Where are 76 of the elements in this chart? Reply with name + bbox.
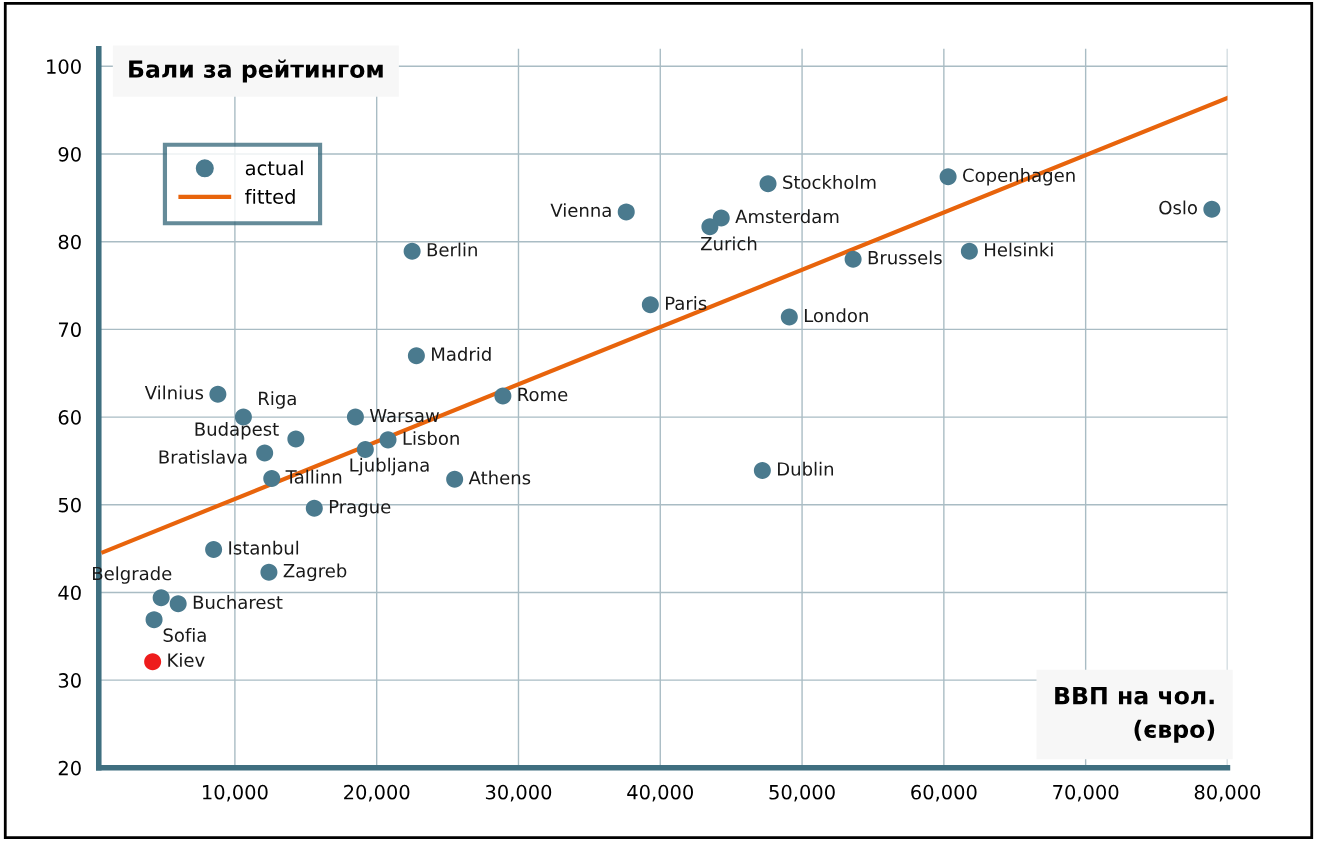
point [759,175,777,193]
annotation: Bratislava [159,449,247,464]
point [144,653,162,671]
point [641,296,659,314]
annotation: Stockholm [783,175,876,190]
point [169,595,187,613]
annotation: Vienna [550,203,611,218]
annotation: Warsaw [369,408,439,423]
x-tick-label: 30,000 [485,784,552,802]
annotation: Bucharest [193,595,283,610]
point [305,499,323,517]
annotation: Rome [518,387,568,402]
y-tick-label: 100 [47,59,81,74]
annotation: Zagreb [283,563,347,582]
point [263,469,281,487]
point [1203,200,1221,218]
annotation: Istanbul [229,540,299,555]
point [209,385,227,403]
point [446,470,464,488]
annotation: Riga [259,391,296,409]
annotation: Vilnius [144,385,204,400]
annotation: Ljubljana [350,457,429,476]
point [712,209,730,227]
annotation: Berlin [427,242,477,257]
y-tick-label: 50 [58,497,81,513]
point [939,168,957,186]
annotation: Prague [329,500,391,518]
x-tick-label: 80,000 [1194,784,1261,802]
point [205,540,223,558]
y-tick-label: 20 [58,760,81,776]
x-tick-label: 50,000 [769,784,835,802]
annotation: Athens [468,470,531,485]
annotation: Helsinki [985,242,1053,257]
point [844,250,862,268]
annotation: Sofia [163,627,206,642]
point [407,347,425,365]
annotation: Zurich [700,236,757,251]
y-axis-title: Бали за рейтингом [129,59,383,83]
point [379,431,397,449]
annotation: Amsterdam [735,209,839,224]
point [780,308,798,326]
point [145,611,163,629]
x-tick-label: 40,000 [627,784,693,802]
annotation: Brussels [868,250,942,265]
point [287,430,305,448]
annotation: Oslo [1159,200,1197,215]
y-tick-label: 90 [58,146,81,162]
y-tick-label: 80 [58,234,81,250]
x-tick-label: 20,000 [344,784,410,802]
point [960,242,978,260]
annotation: London [804,308,868,323]
y-tick-label: 70 [58,322,81,338]
point [617,203,635,221]
point [701,218,719,236]
point [753,462,771,480]
point [256,444,274,462]
x-tick-label: 10,000 [203,784,268,802]
annotation: Lisbon [403,431,459,446]
annotation: Kiev [168,652,205,667]
y-tick-label: 30 [58,673,81,688]
x-axis-title: ВВП на чол. (євро) [1055,686,1215,743]
point [403,242,421,260]
legend-label: actual [245,160,303,176]
point [152,589,170,607]
annotation: Madrid [432,346,491,361]
point [494,387,512,405]
y-tick-label: 40 [58,585,81,601]
point [260,563,278,581]
point [346,408,364,426]
x-tick-label: 70,000 [1053,784,1119,802]
legend-label: fitted [245,188,295,204]
annotation: Dublin [778,461,833,476]
y-tick-label: 60 [58,410,81,425]
x-tick-label: 60,000 [911,784,977,802]
annotation: Budapest [195,421,279,440]
annotation: Paris [666,296,707,311]
